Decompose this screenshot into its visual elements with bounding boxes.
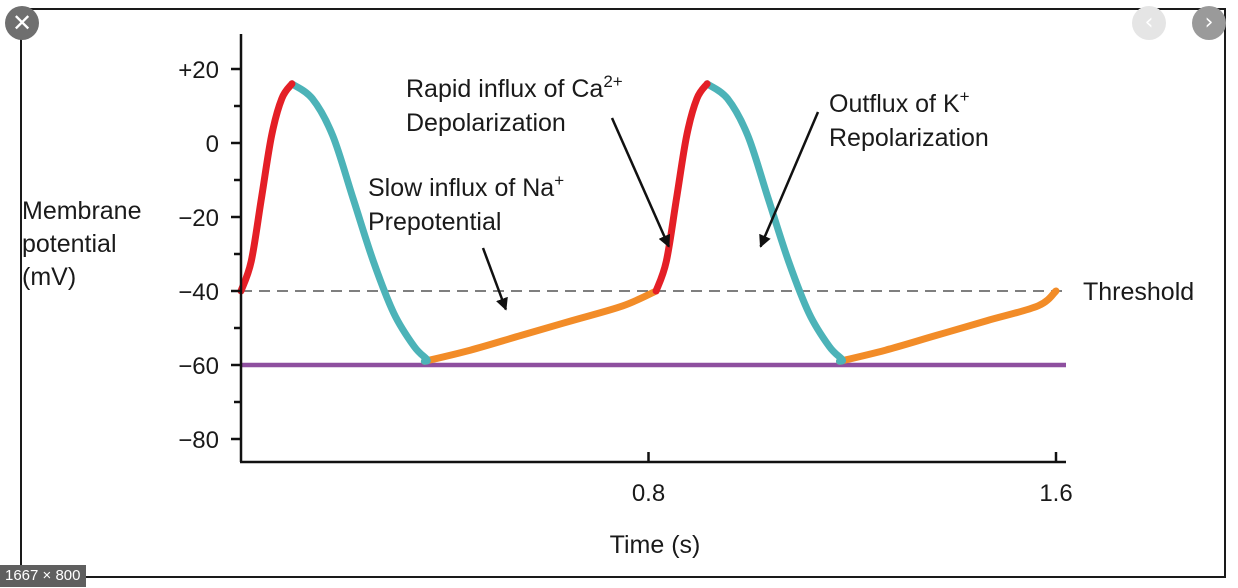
annotation-depolarization-title: Rapid influx of Ca2+: [406, 72, 623, 103]
series-prepotential-1: [420, 287, 660, 365]
chevron-left-icon[interactable]: ‹: [1132, 6, 1166, 40]
annotation-prepotential-title: Slow influx of Na+: [368, 171, 564, 202]
annotation-repolarization-arrow: [759, 111, 820, 248]
y-tick-label: 0: [206, 131, 219, 158]
y-axis-label-line: potential: [22, 230, 117, 258]
image-frame: [20, 8, 1226, 578]
x-tick-label: 1.6: [1039, 480, 1072, 507]
annotation-repolarization-title: Outflux of K+: [829, 87, 970, 118]
series-repolarization-1: [288, 80, 431, 365]
image-dimensions-badge: 1667 × 800: [0, 565, 86, 587]
series-prepotential-2: [836, 287, 1060, 365]
y-tick-label: −80: [178, 427, 219, 454]
y-tick-label: −60: [178, 353, 219, 380]
y-axis-label-line: Membrane: [22, 197, 142, 225]
close-icon[interactable]: ✕: [5, 6, 39, 40]
annotation-repolarization-subtitle: Repolarization: [829, 124, 989, 152]
annotation-depolarization-subtitle: Depolarization: [406, 109, 566, 137]
annotation-depolarization-arrow: [610, 117, 671, 248]
chevron-right-icon[interactable]: ›: [1192, 6, 1226, 40]
series-depolarization-1: [237, 80, 296, 295]
series-repolarization-2: [703, 80, 846, 365]
threshold-label: Threshold: [1083, 278, 1194, 306]
y-tick-label: −20: [178, 205, 219, 232]
y-tick-label: −40: [178, 279, 219, 306]
annotation-prepotential-arrow: [481, 247, 508, 311]
x-tick-label: 0.8: [632, 480, 665, 507]
y-axis-label-line: (mV): [22, 263, 76, 291]
x-axis-label: Time (s): [610, 531, 701, 559]
y-tick-label: +20: [178, 57, 219, 84]
annotation-prepotential-subtitle: Prepotential: [368, 208, 501, 236]
series-depolarization-2: [652, 80, 711, 295]
